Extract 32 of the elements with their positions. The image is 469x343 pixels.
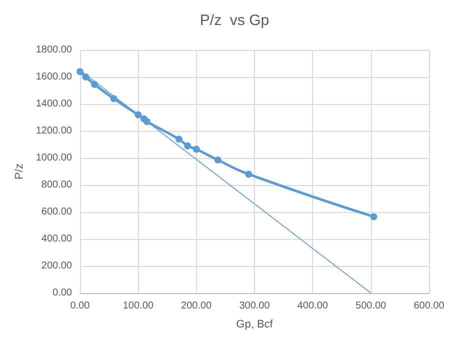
x-axis-title: Gp, Bcf — [236, 318, 274, 330]
point — [76, 68, 84, 76]
x-tick-label: 500.00 — [356, 300, 387, 312]
point — [192, 146, 200, 153]
y-tick-label: 1800.00 — [36, 44, 72, 56]
x-tick-label: 300.00 — [239, 300, 270, 312]
point — [245, 170, 252, 178]
y-tick-label: 0.00 — [52, 288, 72, 298]
point — [370, 213, 378, 220]
y-tick-label: 1600.00 — [36, 72, 72, 82]
y-tick-label: 1000.00 — [36, 152, 72, 164]
y-tick-label: 800.00 — [41, 180, 72, 190]
y-tick-label: 600.00 — [41, 206, 72, 218]
y-tick-label: 1400.00 — [36, 98, 72, 110]
y-tick-label: 400.00 — [41, 234, 72, 244]
point — [82, 74, 90, 80]
x-tick-label: 200.00 — [181, 300, 212, 312]
x-tick-label: 0.00 — [70, 300, 90, 312]
point — [134, 111, 142, 118]
x-tick-label: 600.00 — [414, 300, 445, 312]
point — [175, 136, 182, 143]
y-tick-label: 200.00 — [41, 260, 72, 272]
point — [110, 95, 118, 102]
point — [91, 80, 98, 88]
y-axis-title: P/z — [13, 164, 26, 180]
point — [184, 142, 192, 150]
x-tick-label: 400.00 — [297, 300, 328, 312]
point — [143, 118, 150, 126]
x-tick-label: 100.00 — [122, 300, 154, 312]
chart-title: P/z vs Gp — [200, 12, 270, 29]
y-tick-label: 1200.00 — [36, 126, 72, 136]
point — [214, 156, 222, 164]
